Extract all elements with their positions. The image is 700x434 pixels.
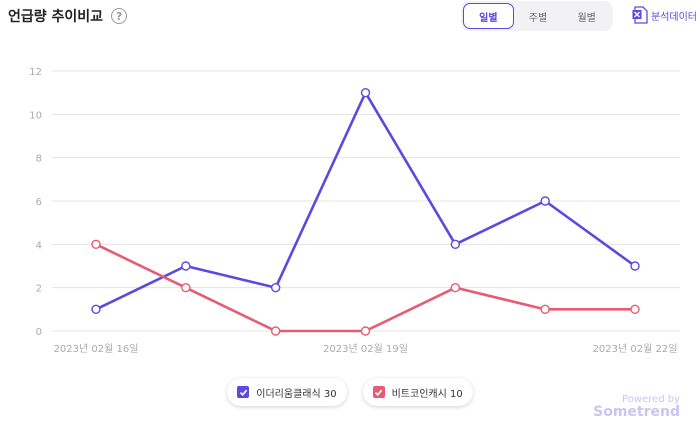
chart-legend: 이더리움클래식 30 비트코인캐시 10 xyxy=(0,378,700,406)
tab-weekly[interactable]: 주별 xyxy=(528,12,548,24)
y-tick-label: 0 xyxy=(36,327,42,338)
data-point xyxy=(360,326,371,336)
x-tick-label: 2023년 02월 22일 xyxy=(593,343,678,355)
data-point xyxy=(540,304,550,315)
tab-daily[interactable]: 일별 xyxy=(463,3,514,29)
legend-item-series-1[interactable]: 이더리움클래식 30 xyxy=(227,378,347,406)
export-data-label: 분석데이터 xyxy=(651,11,697,23)
mention-trend-chart: 0 2 4 6 8 10 12 2023년 02월 16일 2023년 02월 19일 2023년… xyxy=(29,67,680,355)
x-tick-label: 2023년 02월 19일 xyxy=(323,343,408,355)
legend-label: 비트코인캐시 10 xyxy=(391,388,463,400)
data-point xyxy=(450,239,461,250)
period-toggle: 일별 주별 월별 xyxy=(461,1,613,31)
data-point xyxy=(91,239,101,250)
powered-by-logo: Powered by Sometrend xyxy=(593,394,680,420)
y-tick-label: 2 xyxy=(36,284,42,295)
checkbox-checked-icon xyxy=(237,386,250,398)
excel-icon xyxy=(632,6,648,24)
title-row: 언급량 추이비교 ? xyxy=(8,6,128,26)
data-point xyxy=(630,304,640,315)
data-point xyxy=(91,304,101,315)
legend-item-series-2[interactable]: 비트코인캐시 10 xyxy=(362,378,473,406)
question-circle-icon[interactable]: ? xyxy=(111,8,128,24)
y-tick-label: 4 xyxy=(36,240,42,251)
legend-label: 이더리움클래식 30 xyxy=(256,388,337,400)
y-tick-label: 6 xyxy=(36,197,42,208)
y-tick-label: 12 xyxy=(29,67,42,78)
x-tick-label: 2023년 02월 16일 xyxy=(54,343,139,355)
data-point xyxy=(630,261,640,271)
y-tick-label: 8 xyxy=(36,154,42,165)
data-point xyxy=(270,326,281,336)
powered-by-text: Powered by xyxy=(622,394,680,405)
checkbox-checked-icon xyxy=(372,386,385,398)
data-point xyxy=(360,87,371,98)
data-point xyxy=(270,282,281,293)
y-tick-label: 10 xyxy=(29,110,42,121)
data-point xyxy=(450,282,461,293)
data-point xyxy=(540,196,550,206)
brand-logo-text: Sometrend xyxy=(593,404,680,420)
page-title: 언급량 추이비교 xyxy=(8,9,104,25)
data-point xyxy=(181,282,191,293)
tab-monthly[interactable]: 월별 xyxy=(577,12,596,24)
export-data-button[interactable]: 분석데이터 xyxy=(632,6,697,24)
data-point xyxy=(181,261,191,271)
